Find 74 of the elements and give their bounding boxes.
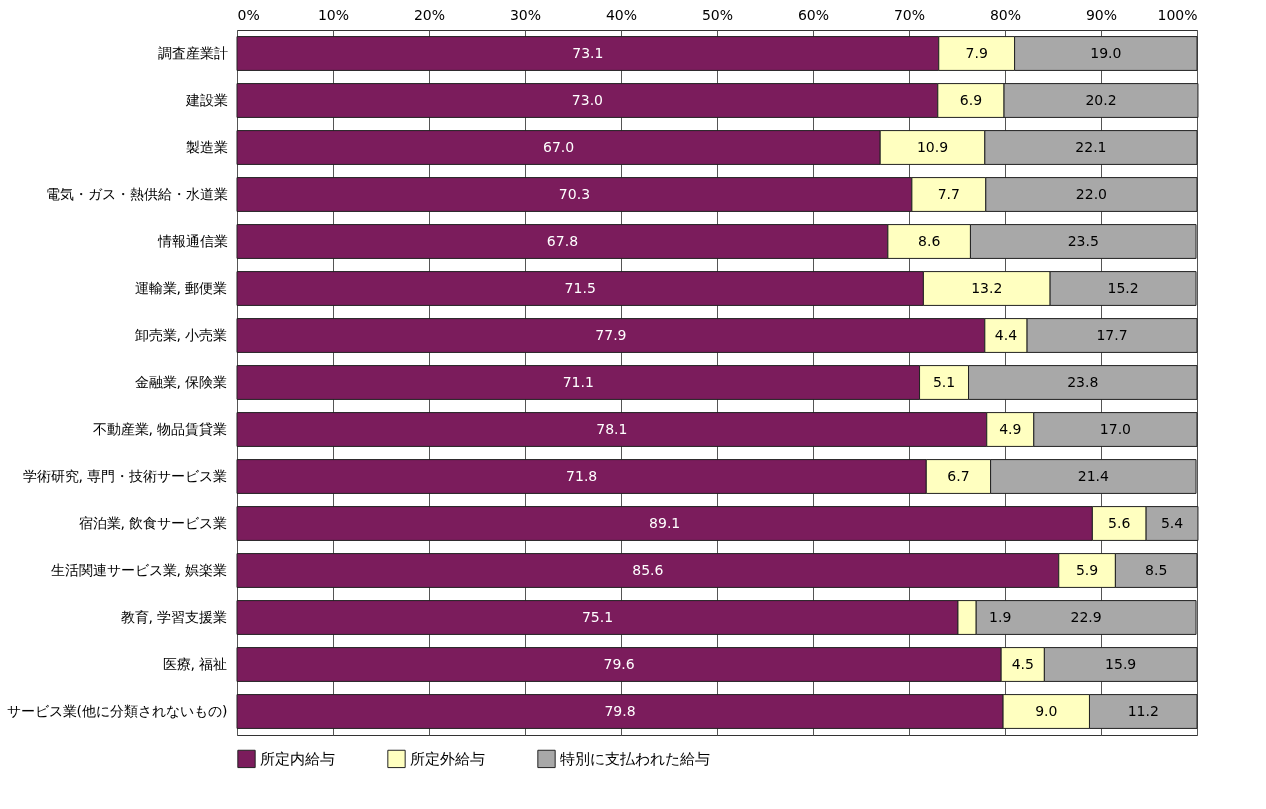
data-label: 5.9 xyxy=(1075,561,1099,578)
y-tick-label: サービス業(他に分類されないもの) xyxy=(6,702,228,719)
data-label: 4.9 xyxy=(999,420,1022,437)
x-tick-label: 20% xyxy=(413,6,446,23)
data-label: 78.1 xyxy=(596,420,628,437)
y-tick-label: 不動産業, 物品賃貸業 xyxy=(92,420,228,437)
y-tick-label: 建設業 xyxy=(184,91,228,108)
data-label: 5.4 xyxy=(1160,514,1184,531)
data-label: 5.6 xyxy=(1108,514,1131,531)
y-tick-label: 運輸業, 郵便業 xyxy=(134,279,228,296)
x-tick-label: 90% xyxy=(1085,6,1118,23)
data-label: 6.7 xyxy=(947,467,970,484)
data-label: 73.0 xyxy=(571,91,603,108)
legend-label: 特別に支払われた給与 xyxy=(560,749,710,768)
y-tick-label: 製造業 xyxy=(185,138,228,155)
data-label: 5.1 xyxy=(932,373,956,390)
y-tick-label: 金融業, 保険業 xyxy=(134,373,228,390)
data-label: 8.6 xyxy=(918,232,941,249)
data-label: 15.9 xyxy=(1105,655,1137,672)
data-label: 85.6 xyxy=(632,561,664,578)
data-label: 22.1 xyxy=(1075,138,1107,155)
data-label: 79.8 xyxy=(604,702,636,719)
data-label: 23.5 xyxy=(1067,232,1099,249)
y-tick-label: 医療, 福祉 xyxy=(162,655,228,672)
y-tick-label: 情報通信業 xyxy=(156,232,228,249)
data-label: 71.8 xyxy=(566,467,598,484)
x-tick-label: 0% xyxy=(237,6,260,23)
x-tick-label: 60% xyxy=(797,6,830,23)
data-label: 20.2 xyxy=(1085,91,1117,108)
data-label: 71.5 xyxy=(564,279,596,296)
x-tick-label: 100% xyxy=(1157,6,1198,23)
data-label: 23.8 xyxy=(1067,373,1099,390)
x-tick-label: 40% xyxy=(605,6,638,23)
data-label: 9.0 xyxy=(1035,702,1058,719)
data-label: 21.4 xyxy=(1077,467,1109,484)
data-label: 6.9 xyxy=(959,91,983,108)
data-label: 71.1 xyxy=(562,373,594,390)
data-label: 19.0 xyxy=(1090,44,1122,61)
data-label: 22.9 xyxy=(1070,608,1102,625)
x-tick-label: 50% xyxy=(701,6,734,23)
x-tick-label: 10% xyxy=(317,6,350,23)
data-label: 67.8 xyxy=(546,232,579,249)
data-label: 1.9 xyxy=(989,608,1012,625)
legend-label: 所定内給与 xyxy=(260,749,335,768)
y-tick-label: 学術研究, 専門・技術サービス業 xyxy=(22,467,228,484)
data-label: 79.6 xyxy=(603,655,635,672)
data-label: 7.9 xyxy=(965,44,988,61)
data-label: 4.4 xyxy=(994,326,1018,343)
y-tick-label: 電気・ガス・熱供給・水道業 xyxy=(45,185,228,202)
data-label: 70.3 xyxy=(558,185,591,202)
y-tick-label: 宿泊業, 飲食サービス業 xyxy=(78,514,228,531)
y-tick-label: 卸売業, 小売業 xyxy=(134,326,228,343)
data-label: 8.5 xyxy=(1145,561,1168,578)
data-label: 11.2 xyxy=(1127,702,1159,719)
data-label: 67.0 xyxy=(543,138,575,155)
x-tick-label: 30% xyxy=(509,6,542,23)
y-tick-label: 生活関連サービス業, 娯楽業 xyxy=(50,561,228,578)
data-label: 7.7 xyxy=(937,185,960,202)
data-label: 15.2 xyxy=(1107,279,1139,296)
data-label: 13.2 xyxy=(971,279,1003,296)
data-label: 89.1 xyxy=(649,514,681,531)
data-label: 17.7 xyxy=(1096,326,1128,343)
x-tick-label: 70% xyxy=(893,6,926,23)
data-label: 73.1 xyxy=(572,44,604,61)
data-label: 17.0 xyxy=(1099,420,1131,437)
data-label: 75.1 xyxy=(581,608,614,625)
y-tick-label: 調査産業計 xyxy=(157,44,228,61)
y-tick-label: 教育, 学習支援業 xyxy=(120,608,228,625)
data-label: 4.5 xyxy=(1011,655,1034,672)
data-label: 22.0 xyxy=(1075,185,1107,202)
legend-label: 所定外給与 xyxy=(410,749,485,768)
x-tick-label: 80% xyxy=(989,6,1022,23)
data-label: 10.9 xyxy=(916,138,949,155)
data-label: 77.9 xyxy=(595,326,627,343)
